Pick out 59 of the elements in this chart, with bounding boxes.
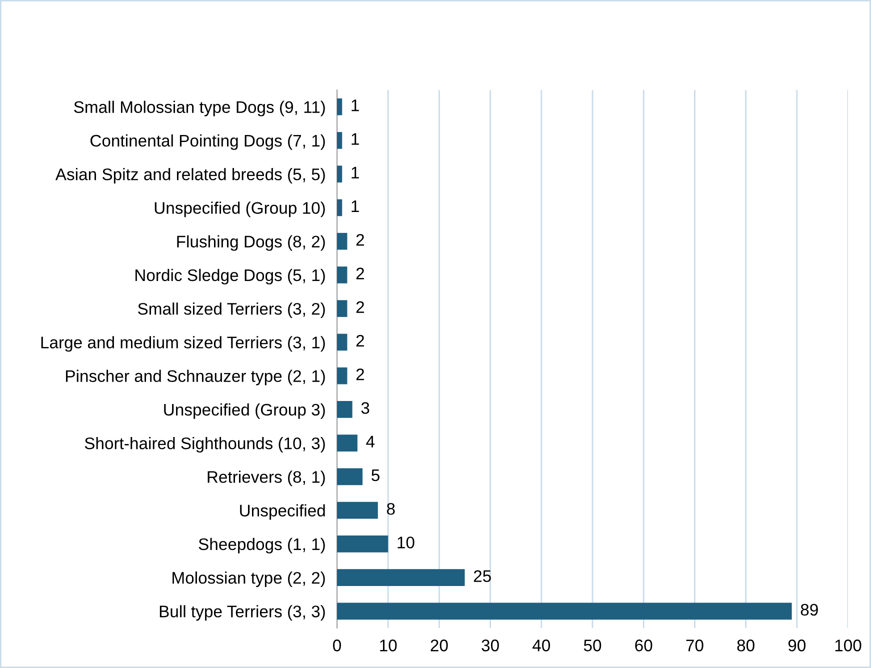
bar [337,434,358,452]
x-tick-label: 90 [788,640,806,652]
y-tick-label: Retrievers (8, 1) [208,470,325,486]
bar [337,536,388,552]
y-tick-label: Bull type Terriers (3, 3) [160,605,325,621]
data-label: 1 [352,133,359,145]
bar [337,300,348,317]
data-label: 2 [356,234,364,246]
y-tick-label: Flushing Dogs (8, 2) [177,235,325,251]
data-label: 25 [474,570,491,582]
data-label: 5 [372,470,380,482]
bar [337,334,348,351]
x-tick-label: 80 [737,640,754,652]
data-label: 89 [800,604,818,616]
bar [337,199,342,216]
y-tick-label: Unspecified (Group 10) [154,202,325,218]
bar [337,401,352,418]
bar [337,266,348,284]
x-tick-label: 50 [584,640,602,652]
y-tick-label: Continental Pointing Dogs (7, 1) [90,134,325,150]
bar [337,132,342,149]
y-tick-label: Small Molossian type Dogs (9, 11) [74,100,325,116]
bar [337,502,378,519]
x-tick-label: 0 [333,640,341,652]
y-tick-label: Small sized Terriers (3, 2) [138,302,325,318]
data-label: 2 [356,368,364,380]
y-tick-label: Nordic Sledge Dogs (5, 1) [136,268,325,284]
bar [337,367,348,384]
data-label: 2 [356,268,364,280]
data-label: 4 [366,436,375,448]
bar [337,232,348,250]
x-tick-label: 10 [380,640,397,652]
y-tick-label: Molossian type (2, 2) [172,572,325,588]
data-label: 1 [352,166,359,178]
bar [337,569,465,586]
x-tick-label: 40 [532,640,550,652]
data-label: 10 [398,536,414,548]
bar [337,602,792,620]
x-tick-label: 100 [835,640,862,652]
x-tick-label: 70 [686,640,704,652]
x-tick-label: 60 [635,640,652,652]
data-label: 1 [352,100,359,112]
bar [337,166,342,182]
data-label: 1 [352,200,359,212]
data-label: 2 [356,301,364,313]
y-tick-label: Large and medium sized Terriers (3, 1) [41,336,325,352]
y-tick-label: Unspecified (Group 3) [164,403,325,419]
data-label: 2 [356,334,364,346]
data-label: 3 [361,402,370,414]
bar [337,98,342,116]
y-tick-label: Sheepdogs (1, 1) [198,538,325,554]
y-tick-label: Unspecified [240,504,325,520]
x-tick-label: 20 [430,640,448,652]
y-tick-label: Asian Spitz and related breeds (5, 5) [55,168,325,184]
y-tick-label: Pinscher and Schnauzer type (2, 1) [66,370,325,386]
data-label: 8 [386,502,395,515]
y-tick-label: Short-haired Sighthounds (10, 3) [84,437,325,453]
bar [337,468,363,486]
x-tick-label: 30 [482,640,499,652]
